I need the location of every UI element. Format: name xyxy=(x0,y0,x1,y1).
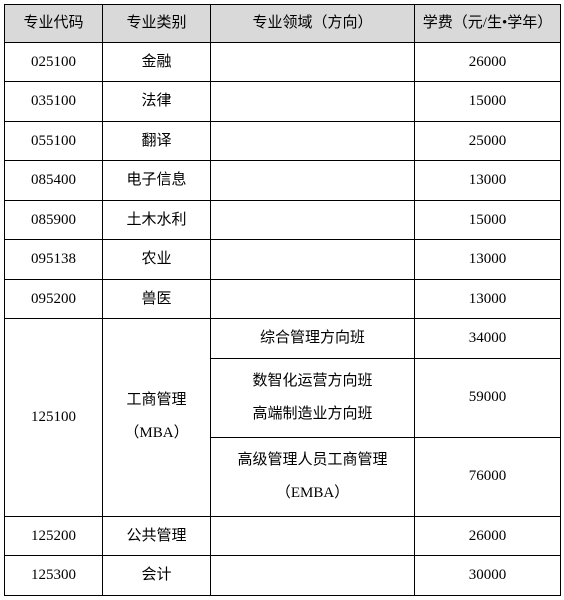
table-row: 025100 金融 26000 xyxy=(5,42,561,82)
cell-category: 法律 xyxy=(103,82,211,122)
table-row: 095138 农业 13000 xyxy=(5,240,561,280)
cell-category: 农业 xyxy=(103,240,211,280)
cell-field xyxy=(211,121,415,161)
cell-code: 025100 xyxy=(5,42,103,82)
cell-code: 125200 xyxy=(5,516,103,556)
cell-tuition: 13000 xyxy=(415,161,561,201)
cell-code: 085400 xyxy=(5,161,103,201)
cell-field xyxy=(211,200,415,240)
cell-category: 公共管理 xyxy=(103,516,211,556)
cell-tuition: 13000 xyxy=(415,279,561,319)
cell-category: 土木水利 xyxy=(103,200,211,240)
cell-field xyxy=(211,279,415,319)
cell-field xyxy=(211,82,415,122)
cell-tuition: 59000 xyxy=(415,358,561,437)
cell-category: 工商管理（MBA） xyxy=(103,319,211,517)
cell-code: 085900 xyxy=(5,200,103,240)
cell-tuition: 76000 xyxy=(415,437,561,516)
cell-category: 翻译 xyxy=(103,121,211,161)
col-header-tuition: 学费（元/生•学年） xyxy=(415,5,561,43)
cell-code: 095200 xyxy=(5,279,103,319)
cell-category: 会计 xyxy=(103,556,211,596)
cell-tuition: 34000 xyxy=(415,319,561,359)
cell-field xyxy=(211,516,415,556)
table-row: 085400 电子信息 13000 xyxy=(5,161,561,201)
col-header-code: 专业代码 xyxy=(5,5,103,43)
cell-field: 综合管理方向班 xyxy=(211,319,415,359)
cell-code: 035100 xyxy=(5,82,103,122)
table-row: 125200 公共管理 26000 xyxy=(5,516,561,556)
cell-category: 电子信息 xyxy=(103,161,211,201)
cell-code: 055100 xyxy=(5,121,103,161)
cell-code: 125300 xyxy=(5,556,103,596)
cell-category: 兽医 xyxy=(103,279,211,319)
cell-field: 数智化运营方向班高端制造业方向班 xyxy=(211,358,415,437)
cell-field xyxy=(211,556,415,596)
tuition-table: 专业代码 专业类别 专业领域（方向） 学费（元/生•学年） 025100 金融 … xyxy=(4,4,561,596)
cell-code: 095138 xyxy=(5,240,103,280)
cell-tuition: 26000 xyxy=(415,516,561,556)
table-row: 035100 法律 15000 xyxy=(5,82,561,122)
cell-code: 125100 xyxy=(5,319,103,517)
table-row: 085900 土木水利 15000 xyxy=(5,200,561,240)
table-row-mba: 125100 工商管理（MBA） 综合管理方向班 34000 xyxy=(5,319,561,359)
cell-tuition: 15000 xyxy=(415,82,561,122)
table-row: 125300 会计 30000 xyxy=(5,556,561,596)
cell-field xyxy=(211,42,415,82)
cell-category: 金融 xyxy=(103,42,211,82)
cell-tuition: 30000 xyxy=(415,556,561,596)
table-header-row: 专业代码 专业类别 专业领域（方向） 学费（元/生•学年） xyxy=(5,5,561,43)
cell-tuition: 15000 xyxy=(415,200,561,240)
cell-tuition: 26000 xyxy=(415,42,561,82)
cell-tuition: 25000 xyxy=(415,121,561,161)
cell-tuition: 13000 xyxy=(415,240,561,280)
table-row: 095200 兽医 13000 xyxy=(5,279,561,319)
col-header-field: 专业领域（方向） xyxy=(211,5,415,43)
table-row: 055100 翻译 25000 xyxy=(5,121,561,161)
cell-field xyxy=(211,161,415,201)
cell-field: 高级管理人员工商管理（EMBA） xyxy=(211,437,415,516)
col-header-category: 专业类别 xyxy=(103,5,211,43)
cell-field xyxy=(211,240,415,280)
